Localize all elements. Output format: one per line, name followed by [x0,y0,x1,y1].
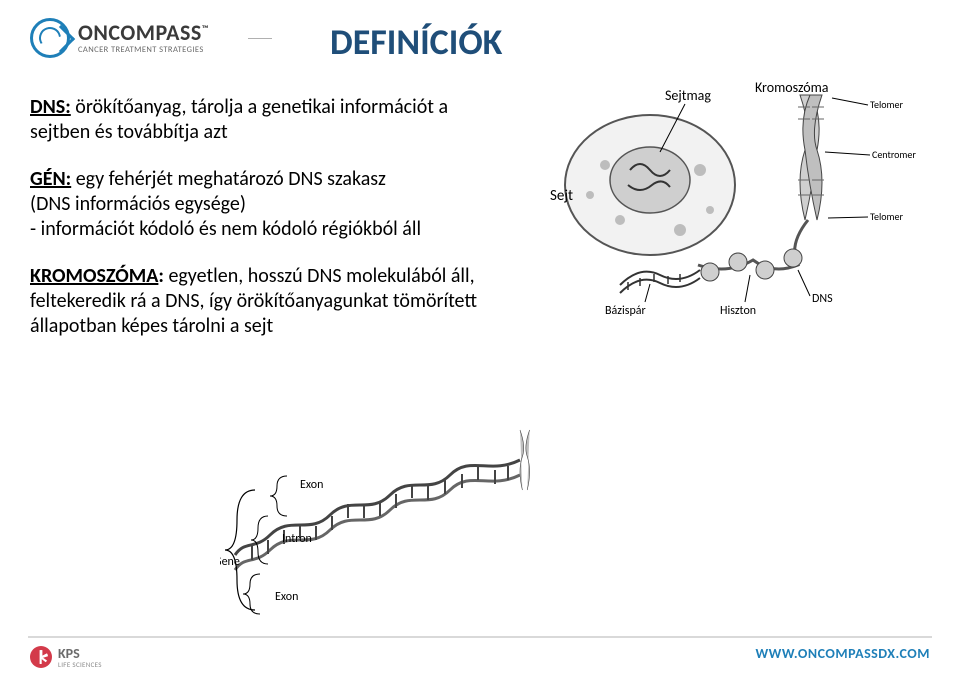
nucleus-icon [610,147,690,213]
label-telomer-bottom: Telomer [870,210,903,223]
logo-name-text: ONCOMPASS [78,19,202,46]
definition-dns: DNS: örökítőanyag, tárolja a genetikai i… [30,95,510,145]
text-gen-3: - információt kódoló és nem kódoló régió… [30,217,421,241]
label-hiszton: Hiszton [720,304,756,318]
text-gen-1: egy fehérjét meghatározó DNS szakasz [71,167,386,191]
logo-text: ONCOMPASS™ CANCER TREATMENT STRATEGIES [78,22,209,55]
label-telomer-top: Telomer [870,98,903,111]
footer-rule [28,636,932,638]
definition-kromoszoma: KROMOSZÓMA: egyetlen, hosszú DNS molekul… [30,264,510,339]
logo-block: ONCOMPASS™ CANCER TREATMENT STRATEGIES [30,18,209,58]
exon-top-brace-icon [270,476,287,516]
label-sejt: Sejt [550,187,573,205]
text-gen-2: (DNS információs egysége) [30,192,246,216]
logo-name: ONCOMPASS™ [78,22,209,44]
label-exon-top: Exon [300,478,323,492]
page-title: DEFINÍCIÓK [330,20,502,64]
label-dns: DNS [812,292,833,306]
logo-rule [248,38,272,39]
kps-tag: LIFE SCIENCES [58,661,102,668]
label-intron: Intron [282,532,312,546]
dna-gene-diagram: Gene Exon Intron Exon [220,420,580,620]
oncompass-logo-icon [30,18,70,58]
label-centromer: Centromer [872,148,916,161]
definitions-block: DNS: örökítőanyag, tárolja a genetikai i… [30,95,510,361]
dna-helix-icon [235,460,520,570]
chromosome-icon [798,95,824,220]
label-exon-bottom: Exon [275,590,298,604]
term-kromoszoma: KROMOSZÓMA [30,264,158,288]
kps-logo-icon [30,646,52,668]
footer-left: KPS LIFE SCIENCES [30,646,102,668]
logo-tagline: CANCER TREATMENT STRATEGIES [78,46,209,55]
text-dns: örökítőanyag, tárolja a genetikai inform… [30,95,448,144]
footer-url: WWW.ONCOMPASSDX.COM [755,645,930,662]
term-dns: DNS: [30,95,71,119]
kps-name: KPS [58,647,102,661]
definition-gen: GÉN: egy fehérjét meghatározó DNS szakas… [30,167,510,242]
label-kromoszoma: Kromoszóma [755,79,829,96]
term-gen: GÉN: [30,167,71,191]
exon-bottom-brace-icon [243,574,260,614]
label-sejtmag: Sejtmag [665,87,711,104]
label-gene: Gene [220,555,240,569]
cell-diagram: Sejt Sejtmag Kromoszóma Telomer Telomer … [550,70,940,330]
small-chromosome-icon [520,430,530,490]
logo-tm: ™ [202,23,209,34]
label-bazispar: Bázispár [605,304,646,318]
